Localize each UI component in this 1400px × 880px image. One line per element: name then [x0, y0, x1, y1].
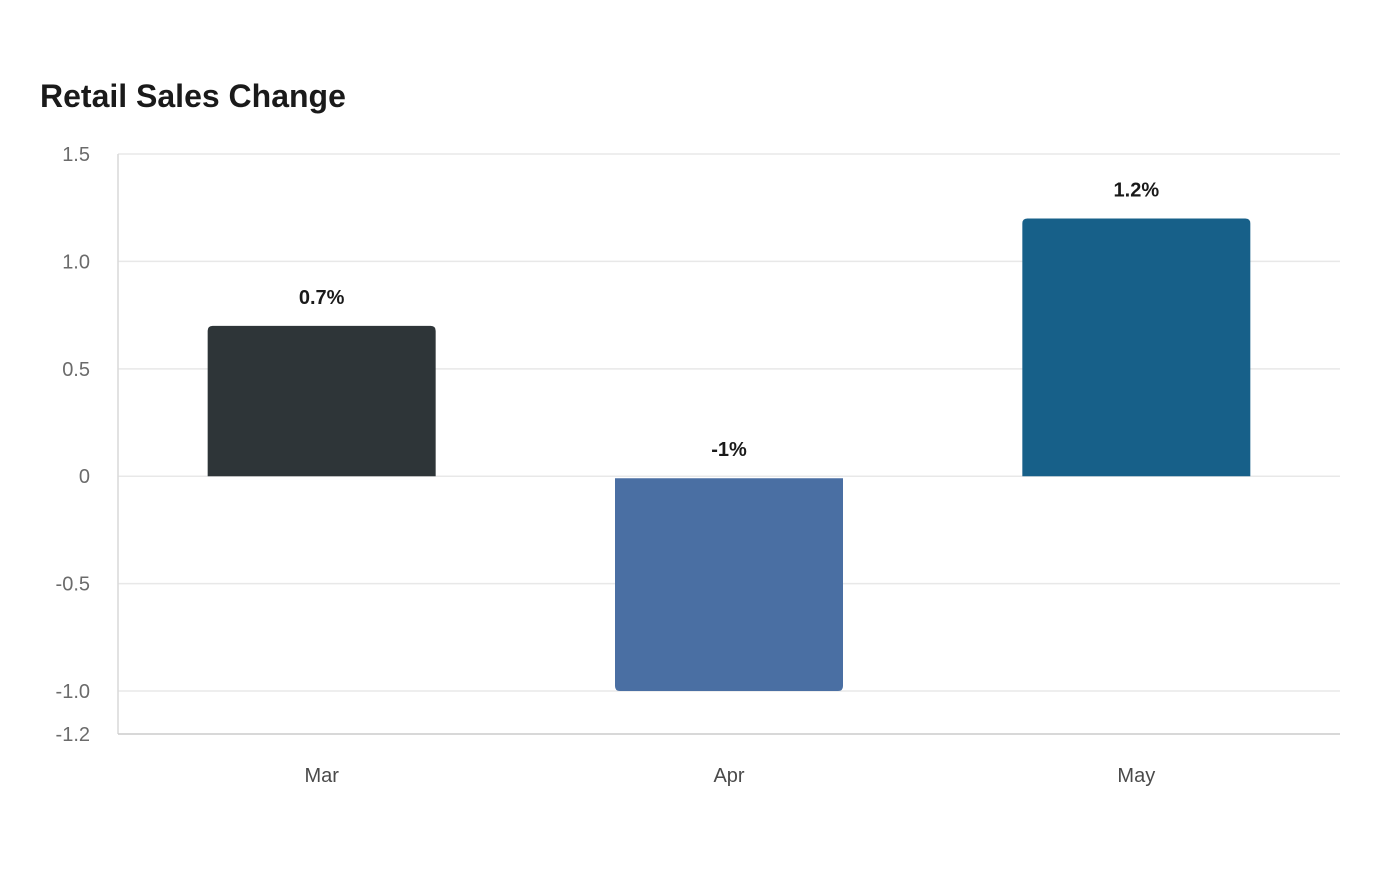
value-labels: 0.7% -1% 1.2%	[299, 179, 1159, 461]
y-axis-ticks: 1.5 1.0 0.5 0 -0.5 -1.0 -1.2	[56, 144, 90, 746]
y-tick-label: 0	[79, 466, 90, 488]
bar-apr	[615, 478, 843, 692]
x-tick-label-may: May	[1117, 765, 1155, 787]
value-label-mar: 0.7%	[299, 287, 345, 309]
y-tick-label: 1.5	[62, 144, 90, 166]
value-label-may: 1.2%	[1114, 179, 1160, 201]
y-tick-label: 0.5	[62, 359, 90, 381]
axes	[117, 154, 1340, 735]
value-label-apr: -1%	[711, 439, 747, 461]
chart-title: Retail Sales Change	[40, 78, 346, 114]
y-tick-label: -1.0	[56, 681, 90, 703]
x-tick-label-mar: Mar	[304, 765, 339, 787]
y-tick-label: 1.0	[62, 251, 90, 273]
bar-mar	[207, 325, 436, 477]
y-tick-label: -0.5	[56, 574, 90, 596]
x-tick-label-apr: Apr	[713, 765, 744, 787]
bar-may	[1022, 218, 1251, 477]
bars	[207, 218, 1251, 692]
x-axis-labels: Mar Apr May	[304, 765, 1155, 787]
y-tick-label: -1.2	[56, 724, 90, 746]
